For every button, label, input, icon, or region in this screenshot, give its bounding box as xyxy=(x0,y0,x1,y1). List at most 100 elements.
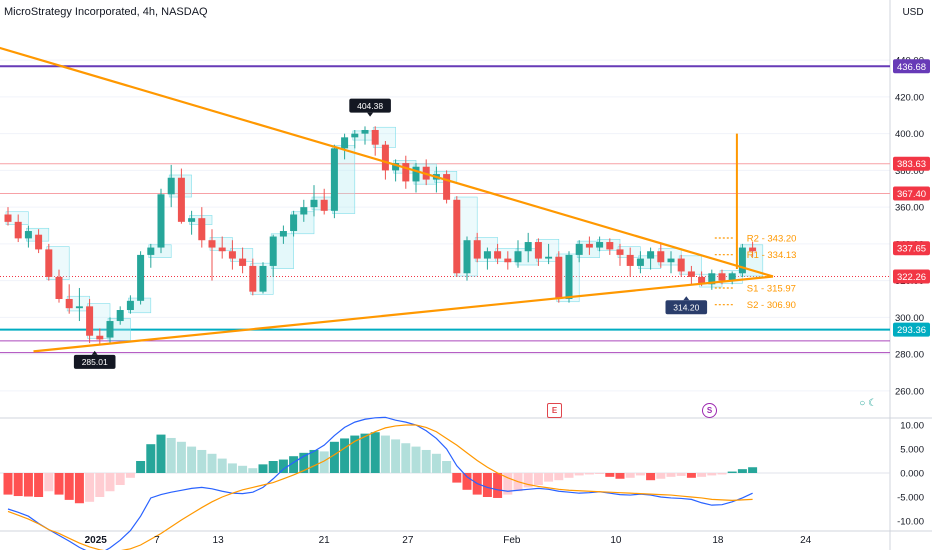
macd-bar[interactable] xyxy=(166,437,176,473)
candle-body[interactable] xyxy=(279,231,287,237)
candle-body[interactable] xyxy=(198,218,206,241)
candle-body[interactable] xyxy=(534,242,542,259)
macd-bar[interactable] xyxy=(595,473,605,474)
macd-bar[interactable] xyxy=(391,439,401,473)
candle-body[interactable] xyxy=(708,273,716,285)
candle-body[interactable] xyxy=(443,174,451,200)
macd-bar[interactable] xyxy=(95,473,105,497)
candle-body[interactable] xyxy=(453,199,461,274)
macd-bar[interactable] xyxy=(64,473,74,500)
macd-bar[interactable] xyxy=(360,433,370,473)
macd-bar[interactable] xyxy=(248,468,258,473)
macd-bar[interactable] xyxy=(207,453,217,473)
price-badge[interactable] xyxy=(893,269,930,284)
candle-body[interactable] xyxy=(514,251,522,263)
candle-body[interactable] xyxy=(504,258,512,263)
price-badge[interactable] xyxy=(893,186,930,201)
macd-bar[interactable] xyxy=(493,473,503,498)
macd-bar[interactable] xyxy=(676,473,686,476)
candle-body[interactable] xyxy=(636,258,644,266)
macd-bar[interactable] xyxy=(574,473,584,476)
candle-body[interactable] xyxy=(45,249,53,277)
macd-bar[interactable] xyxy=(197,449,207,473)
candle-body[interactable] xyxy=(55,276,63,299)
candle-body[interactable] xyxy=(361,129,369,134)
macd-bar[interactable] xyxy=(13,473,23,497)
trendlines[interactable] xyxy=(0,46,774,353)
candle-body[interactable] xyxy=(351,133,359,138)
candle-body[interactable] xyxy=(249,265,257,292)
candle-body[interactable] xyxy=(24,231,32,239)
candle-body[interactable] xyxy=(86,306,94,336)
candle-body[interactable] xyxy=(75,306,83,309)
candle-body[interactable] xyxy=(718,273,726,281)
candle-body[interactable] xyxy=(167,177,175,195)
candle-body[interactable] xyxy=(116,310,124,322)
price-badge[interactable] xyxy=(893,322,930,337)
macd-bar[interactable] xyxy=(656,473,666,479)
macd-bar[interactable] xyxy=(503,473,513,495)
candle-body[interactable] xyxy=(381,144,389,171)
candle-body[interactable] xyxy=(106,321,114,338)
macd-bar[interactable] xyxy=(697,473,707,477)
macd-bar[interactable] xyxy=(564,473,574,478)
macd-bar[interactable] xyxy=(34,473,44,497)
macd-bar[interactable] xyxy=(370,432,380,473)
candle-body[interactable] xyxy=(677,258,685,272)
candle-body[interactable] xyxy=(218,247,226,252)
candle-body[interactable] xyxy=(126,300,134,311)
candle-body[interactable] xyxy=(728,273,736,281)
currency-label[interactable]: USD xyxy=(902,7,924,18)
candle-body[interactable] xyxy=(657,251,665,263)
macd-bar[interactable] xyxy=(85,473,95,502)
macd-bar[interactable] xyxy=(523,473,533,488)
macd-bar[interactable] xyxy=(401,443,411,473)
macd-bar[interactable] xyxy=(442,461,452,473)
macd-bar[interactable] xyxy=(666,473,676,477)
candle-body[interactable] xyxy=(545,256,553,259)
macd-bar[interactable] xyxy=(615,473,625,479)
price-badge[interactable] xyxy=(893,156,930,171)
macd-line[interactable] xyxy=(7,416,753,555)
macd-bar[interactable] xyxy=(146,444,156,473)
macd-bar[interactable] xyxy=(125,473,135,478)
macd-bar[interactable] xyxy=(299,452,309,473)
candle-body[interactable] xyxy=(473,240,481,259)
candle-body[interactable] xyxy=(687,271,695,277)
candle-body[interactable] xyxy=(14,221,22,239)
candle-body[interactable] xyxy=(157,194,165,248)
earnings-event-icon[interactable]: E xyxy=(547,403,562,418)
candle-body[interactable] xyxy=(239,258,247,266)
candle-body[interactable] xyxy=(392,163,400,171)
candle-body[interactable] xyxy=(188,218,196,222)
macd-bar[interactable] xyxy=(717,473,727,475)
candle-body[interactable] xyxy=(177,177,185,222)
price-badge[interactable] xyxy=(893,241,930,256)
macd-bar[interactable] xyxy=(646,473,656,481)
candle-body[interactable] xyxy=(310,199,318,208)
macd-bar[interactable] xyxy=(319,451,329,473)
macd-bar[interactable] xyxy=(452,473,462,483)
candle-body[interactable] xyxy=(596,242,604,248)
macd-bar[interactable] xyxy=(748,467,758,473)
split-event-icon[interactable]: S xyxy=(702,403,717,418)
macd-bar[interactable] xyxy=(462,473,472,490)
trendline[interactable] xyxy=(33,275,774,353)
candle-body[interactable] xyxy=(575,243,583,255)
candle-body[interactable] xyxy=(208,240,216,248)
macd-bar[interactable] xyxy=(227,463,237,473)
macd-bar[interactable] xyxy=(105,473,115,492)
macd-bar[interactable] xyxy=(431,453,441,473)
candle-body[interactable] xyxy=(667,258,675,263)
macd-bar[interactable] xyxy=(44,473,54,492)
candle-body[interactable] xyxy=(555,256,563,299)
macd-bar[interactable] xyxy=(176,441,186,473)
candle-body[interactable] xyxy=(749,247,757,252)
candle-body[interactable] xyxy=(616,249,624,255)
macd-bar[interactable] xyxy=(258,464,268,473)
candle-body[interactable] xyxy=(320,199,328,211)
macd-bar[interactable] xyxy=(187,446,197,473)
candle-body[interactable] xyxy=(259,265,267,292)
macd-bar[interactable] xyxy=(605,473,615,477)
